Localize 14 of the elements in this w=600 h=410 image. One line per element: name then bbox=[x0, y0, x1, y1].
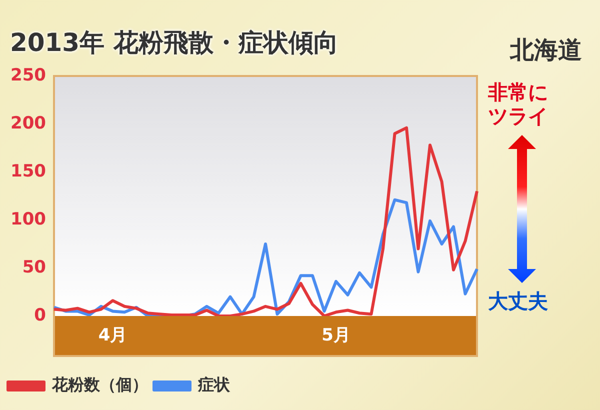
legend-label: 症状 bbox=[197, 375, 231, 394]
text: 大丈夫 bbox=[488, 288, 548, 315]
x-tick-label: 4月 bbox=[98, 326, 128, 346]
y-tick-label: 150 bbox=[10, 161, 46, 182]
text: 非常にツライ bbox=[488, 80, 549, 128]
x-tick-label: 5月 bbox=[322, 326, 350, 346]
y-tick-label: 250 bbox=[10, 65, 46, 86]
y-tick-label: 0 bbox=[34, 305, 46, 326]
legend-label: 花粉数（個） bbox=[51, 375, 148, 394]
chart-title: 2013年 花粉飛散・症状傾向 bbox=[10, 27, 338, 59]
text: 北海道 bbox=[510, 35, 582, 66]
y-tick-label: 100 bbox=[10, 209, 46, 230]
y-tick-label: 200 bbox=[10, 113, 46, 134]
y-tick-label: 50 bbox=[22, 257, 46, 278]
